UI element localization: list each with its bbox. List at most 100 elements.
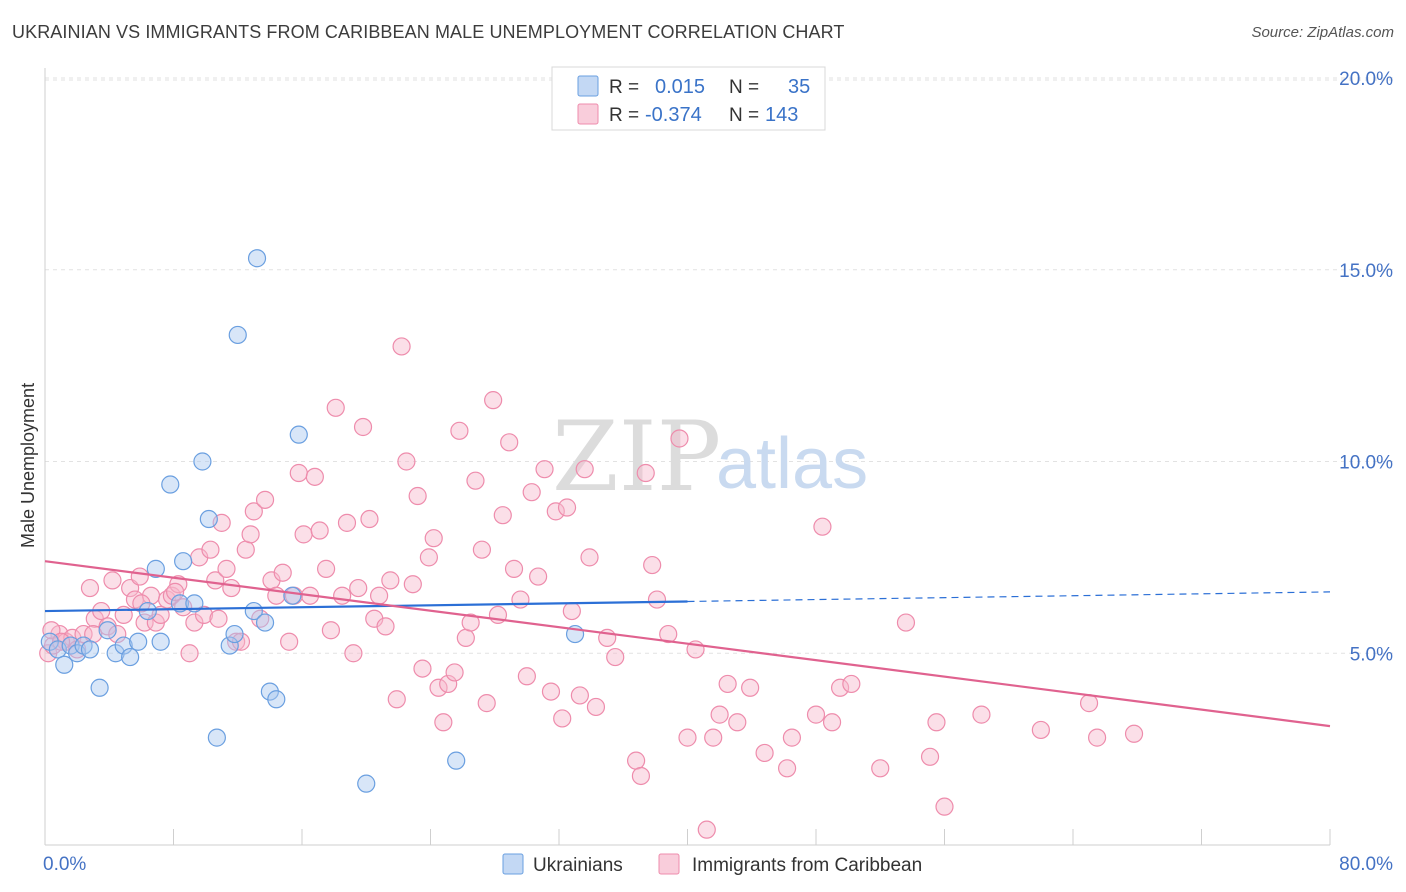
caribbean-point-79: [466, 471, 485, 490]
caribbean-point-114: [710, 705, 729, 724]
chart-title: UKRAINIAN VS IMMIGRANTS FROM CARIBBEAN M…: [12, 22, 845, 42]
y-tick-label-3: 20.0%: [1339, 69, 1393, 90]
y-tick-label-2: 15.0%: [1339, 261, 1393, 282]
ukrainian-point-19: [185, 594, 204, 613]
ukrainian-point-7: [90, 678, 109, 697]
caribbean-point-117: [741, 678, 760, 697]
ukrainian-point-24: [225, 624, 244, 644]
caribbean-point-134: [1087, 728, 1107, 747]
y-tick-labels: 5.0% 10.0% 15.0% 20.0%: [1339, 69, 1393, 665]
caribbean-point-121: [806, 705, 826, 724]
ukrainian-point-12: [129, 632, 148, 651]
caribbean-point-95: [557, 498, 577, 517]
series-legend-swatch-caribbean: [658, 853, 680, 875]
ukrainian-point-23: [220, 636, 239, 655]
chart-source: Source: ZipAtlas.com: [1251, 24, 1394, 41]
legend-r-label-1: R =: [609, 105, 639, 126]
caribbean-point-49: [305, 467, 324, 486]
caribbean-point-123: [822, 713, 842, 732]
caribbean-point-74: [439, 674, 458, 694]
ukrainian-point-8: [98, 621, 117, 640]
caribbean-point-50: [310, 521, 329, 540]
caribbean-point-87: [511, 590, 530, 609]
caribbean-point-33: [222, 578, 241, 598]
caribbean-point-77: [456, 628, 475, 648]
caribbean-point-92: [541, 682, 561, 701]
caribbean-point-53: [326, 398, 345, 417]
caribbean-point-47: [294, 525, 313, 544]
legend-r-label-0: R =: [609, 77, 639, 98]
ukrainian-point-27: [247, 249, 267, 268]
ukrainian-point-28: [255, 613, 275, 632]
watermark-zip: ZIP: [552, 401, 721, 513]
ukrainian-point-16: [161, 475, 180, 494]
ukrainian-point-11: [121, 647, 140, 667]
ukrainian-point-15: [151, 632, 170, 651]
caribbean-point-32: [217, 559, 236, 578]
ukrainian-point-31: [283, 586, 302, 605]
caribbean-point-93: [546, 502, 565, 521]
caribbean-point-96: [562, 601, 581, 621]
legend-n-label-0: N =: [729, 77, 759, 98]
caribbean-point-71: [424, 529, 443, 548]
caribbean-point-11: [103, 571, 122, 590]
caribbean-point-132: [1031, 720, 1050, 740]
ukrainian-point-21: [199, 509, 218, 529]
caribbean-point-118: [755, 743, 774, 763]
caribbean-point-112: [697, 820, 716, 839]
caribbean-point-109: [670, 429, 689, 448]
caribbean-trend-line: [44, 560, 1331, 728]
caribbean-point-43: [273, 563, 292, 582]
caribbean-point-103: [626, 751, 646, 770]
caribbean-point-59: [360, 509, 379, 529]
caribbean-point-100: [586, 697, 606, 717]
caribbean-point-80: [472, 540, 491, 559]
caribbean-point-107: [647, 590, 667, 609]
series-legend-swatch-ukrainians: [502, 853, 524, 875]
caribbean-point-105: [636, 463, 655, 483]
caribbean-point-38: [244, 502, 263, 521]
legend-n-value-1: 143: [765, 104, 798, 126]
caribbean-point-67: [403, 575, 422, 594]
caribbean-point-116: [728, 713, 747, 732]
caribbean-point-113: [704, 728, 723, 747]
caribbean-point-76: [450, 421, 469, 440]
caribbean-point-99: [580, 548, 599, 567]
caribbean-point-110: [678, 728, 697, 747]
ukrainian-point-10: [114, 636, 133, 655]
watermark-atlas: atlas: [716, 424, 868, 504]
caribbean-point-128: [920, 747, 940, 766]
caribbean-point-12: [108, 624, 127, 644]
legend-r-value-0: 0.015: [655, 76, 705, 98]
caribbean-point-61: [370, 586, 389, 605]
caribbean-point-40: [255, 490, 275, 509]
caribbean-point-75: [445, 663, 464, 682]
x-tick-labels: 0.0% 80.0%: [43, 854, 1393, 875]
ukrainian-point-13: [138, 601, 157, 621]
ukrainian-point-2: [55, 655, 74, 674]
caribbean-point-44: [280, 632, 299, 651]
trend-lines: [44, 560, 1331, 728]
ukrainian-point-22: [207, 728, 226, 747]
caribbean-point-133: [1079, 694, 1099, 713]
ukrainians-trend-extension: [687, 591, 1331, 603]
legend-n-label-1: N =: [729, 105, 759, 126]
x-tick-label-0: 0.0%: [43, 854, 86, 875]
caribbean-point-58: [353, 417, 373, 437]
axes: [44, 68, 1331, 846]
legend-n-value-0: 35: [788, 76, 810, 98]
caribbean-point-102: [606, 647, 625, 667]
series-legend-label-ukrainians: Ukrainians: [533, 855, 623, 876]
ukrainian-point-20: [193, 452, 212, 471]
legend-swatch-caribbean: [577, 103, 599, 125]
ukrainian-point-25: [228, 325, 247, 345]
caribbean-point-127: [896, 613, 916, 632]
watermark: ZIP atlas: [552, 401, 868, 513]
caribbean-point-56: [344, 644, 363, 663]
x-tick-label-1: 80.0%: [1339, 854, 1393, 875]
caribbean-point-130: [935, 797, 954, 816]
ukrainian-point-17: [170, 594, 190, 613]
ukrainian-point-34: [447, 751, 466, 770]
caribbean-point-88: [517, 667, 536, 686]
